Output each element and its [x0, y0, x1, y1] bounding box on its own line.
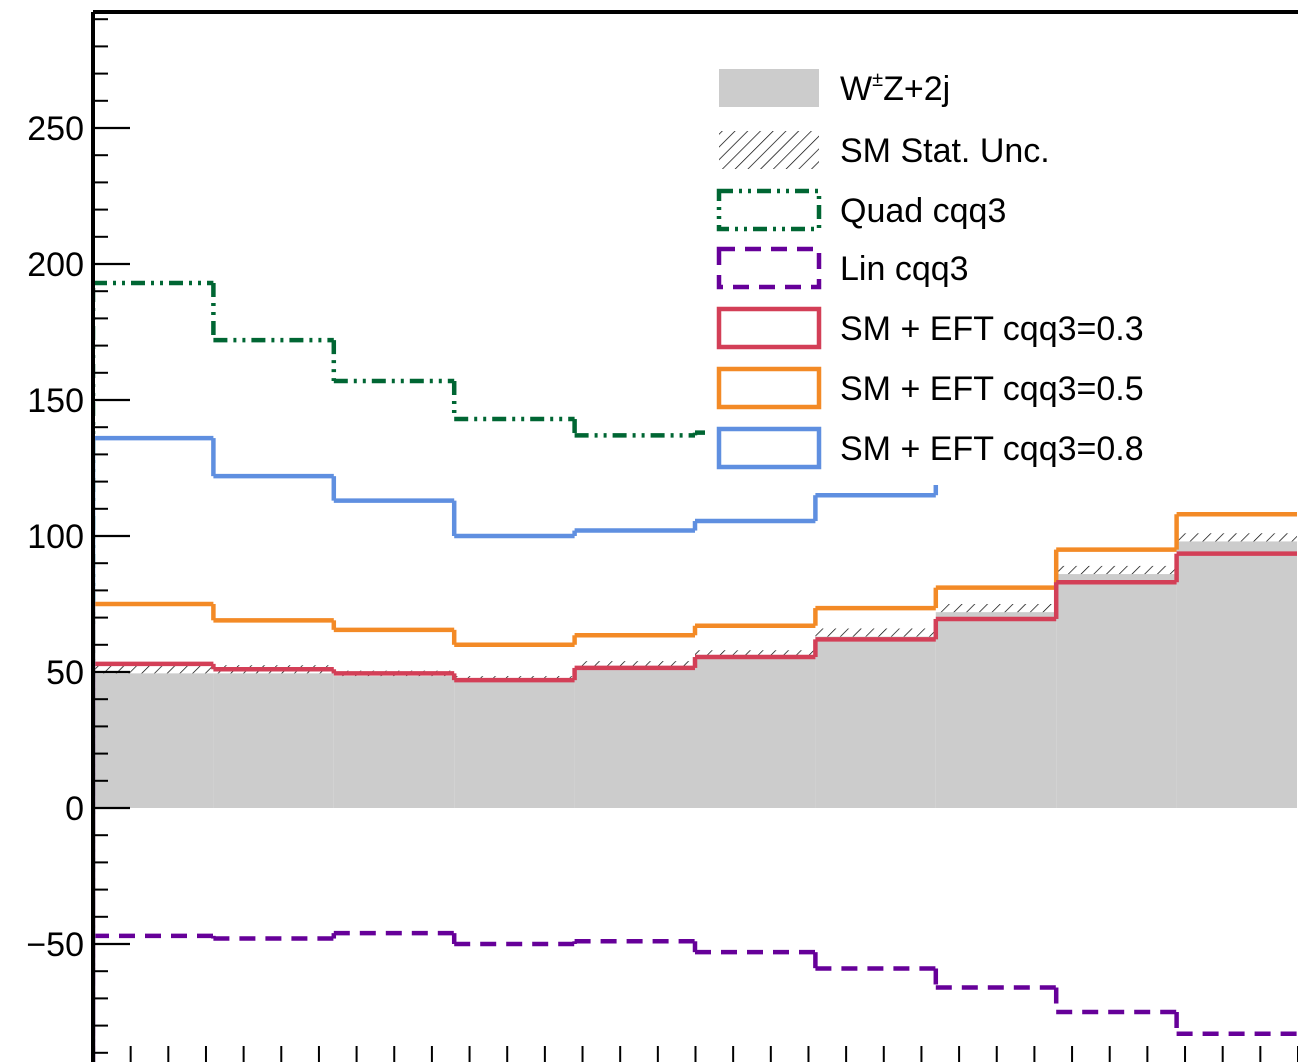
bar-wz2j-bin-2	[213, 673, 334, 808]
legend-label-eft08: SM + EFT cqq3=0.8	[840, 430, 1144, 468]
stat-band-bin-8	[935, 604, 1057, 613]
stat-band-bin-1	[93, 665, 214, 674]
stat-band-bin-6	[695, 650, 816, 659]
stat-band-bin-9	[1056, 565, 1177, 575]
legend-label-lin: Lin cqq3	[840, 250, 969, 288]
bar-wz2j-bin-4	[454, 681, 575, 808]
legend: W±Z+2j SM Stat. Unc. Quad cqq3 Lin cqq3 SM +…	[705, 55, 1298, 485]
legend-swatch-eft08	[716, 426, 822, 470]
stat-band-bin-10	[1176, 533, 1297, 542]
y-tick-label: 0	[65, 790, 84, 828]
y-tick-label: 100	[27, 518, 84, 556]
legend-label-quad: Quad cqq3	[840, 192, 1006, 230]
stat-band-bin-5	[574, 661, 695, 670]
legend-swatch-eft05	[716, 366, 822, 410]
legend-label-eft05: SM + EFT cqq3=0.5	[840, 370, 1144, 408]
bar-wz2j-bin-6	[695, 658, 816, 808]
series-eft03	[93, 551, 1297, 1062]
bar-wz2j-bin-7	[815, 636, 936, 808]
plot-area	[93, 275, 1297, 1062]
legend-swatch-lin	[716, 246, 822, 290]
legend-swatch-quad	[716, 188, 822, 232]
legend-label-eft03: SM + EFT cqq3=0.3	[840, 310, 1144, 348]
legend-swatch-stat	[719, 131, 819, 169]
bar-wz2j-bin-1	[93, 673, 214, 808]
bar-wz2j-bin-3	[333, 676, 455, 808]
bar-wz2j-bin-8	[935, 612, 1057, 808]
bar-wz2j-bin-10	[1176, 541, 1297, 808]
legend-background	[705, 55, 1298, 485]
stat-band-bin-7	[815, 628, 936, 637]
bar-wz2j-bin-9	[1056, 574, 1177, 808]
series-lin	[93, 930, 1297, 1062]
legend-swatch-wz2j	[719, 69, 819, 107]
y-tick-label: 150	[27, 382, 84, 420]
bar-wz2j-bin-5	[574, 669, 695, 808]
y-tick-label: 250	[27, 110, 84, 148]
legend-label-wz2j: W±Z+2j	[840, 69, 950, 108]
axes: −50 0 50 100 150 200 250	[26, 10, 1298, 1062]
series-eft05	[93, 511, 1297, 1062]
legend-swatch-eft03	[716, 306, 822, 350]
y-tick-label: −50	[26, 926, 84, 964]
y-tick-label: 200	[27, 246, 84, 284]
legend-label-stat: SM Stat. Unc.	[840, 132, 1050, 170]
y-tick-label: 50	[46, 654, 84, 692]
